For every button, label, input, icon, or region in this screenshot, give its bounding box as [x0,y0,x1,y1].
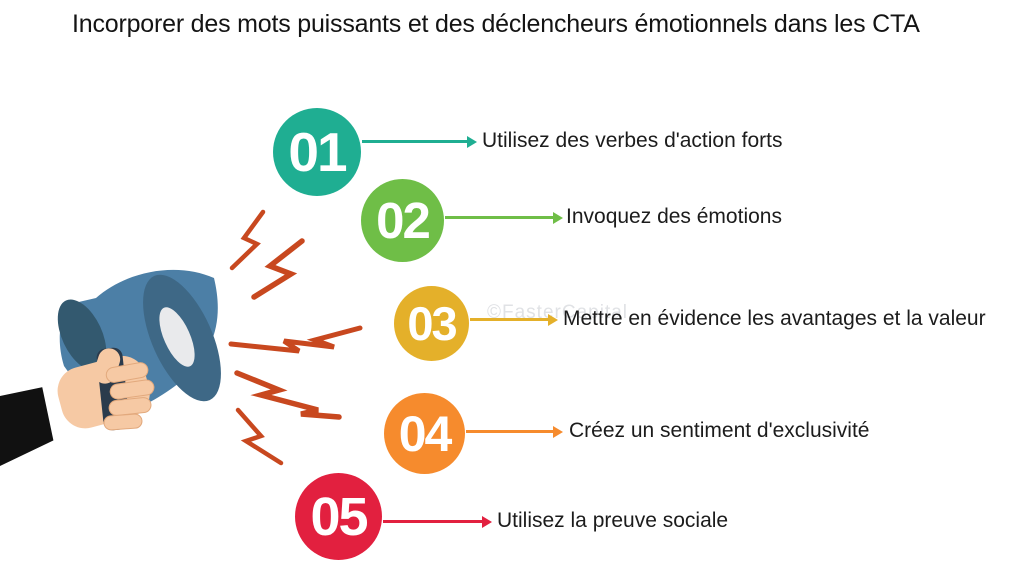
step-circle-01: 01 [273,108,361,196]
lightning-bolt-icon [235,407,284,466]
step-circle-02: 02 [361,179,444,262]
megaphone-cap [57,299,107,371]
arrow-shaft [445,216,553,219]
lightning-bolt-icon [229,209,266,271]
arrow-connector-01 [362,135,477,148]
lightning-bolt-icon [251,238,305,300]
step-circle-05: 05 [295,473,382,560]
arrow-connector-05 [383,515,492,528]
finger [109,379,155,400]
finger [103,413,143,431]
arrow-shaft [470,318,548,321]
arrow-shaft [383,520,482,523]
arrow-connector-03 [470,313,558,326]
lightning-bolt-icon [228,325,363,354]
arrow-head-icon [548,313,558,326]
step-label-04: Créez un sentiment d'exclusivité [569,419,870,442]
arrow-head-icon [482,515,492,528]
finger [105,362,149,383]
step-circle-04: 04 [384,393,465,474]
step-label-01: Utilisez des verbes d'action forts [482,129,783,152]
arrow-connector-04 [466,425,563,438]
arrow-head-icon [553,425,563,438]
step-label-02: Invoquez des émotions [566,205,782,228]
page-title: Incorporer des mots puissants et des déc… [72,10,920,38]
arrow-head-icon [553,211,563,224]
megaphone-highlight [159,307,195,367]
arrow-shaft [466,430,553,433]
step-label-03: Mettre en évidence les avantages et la v… [563,307,986,330]
step-circle-03: 03 [394,286,469,361]
hand-fingers [103,362,155,431]
step-label-05: Utilisez la preuve sociale [497,509,729,532]
arrow-shaft [362,140,467,143]
megaphone-illustration [0,209,363,466]
lightning-bolt-icon [234,370,342,420]
watermark: ©FasterCapital [487,302,628,323]
lightning-bolts-group [228,209,363,466]
arrow-connector-02 [445,211,563,224]
arrow-head-icon [467,135,477,148]
